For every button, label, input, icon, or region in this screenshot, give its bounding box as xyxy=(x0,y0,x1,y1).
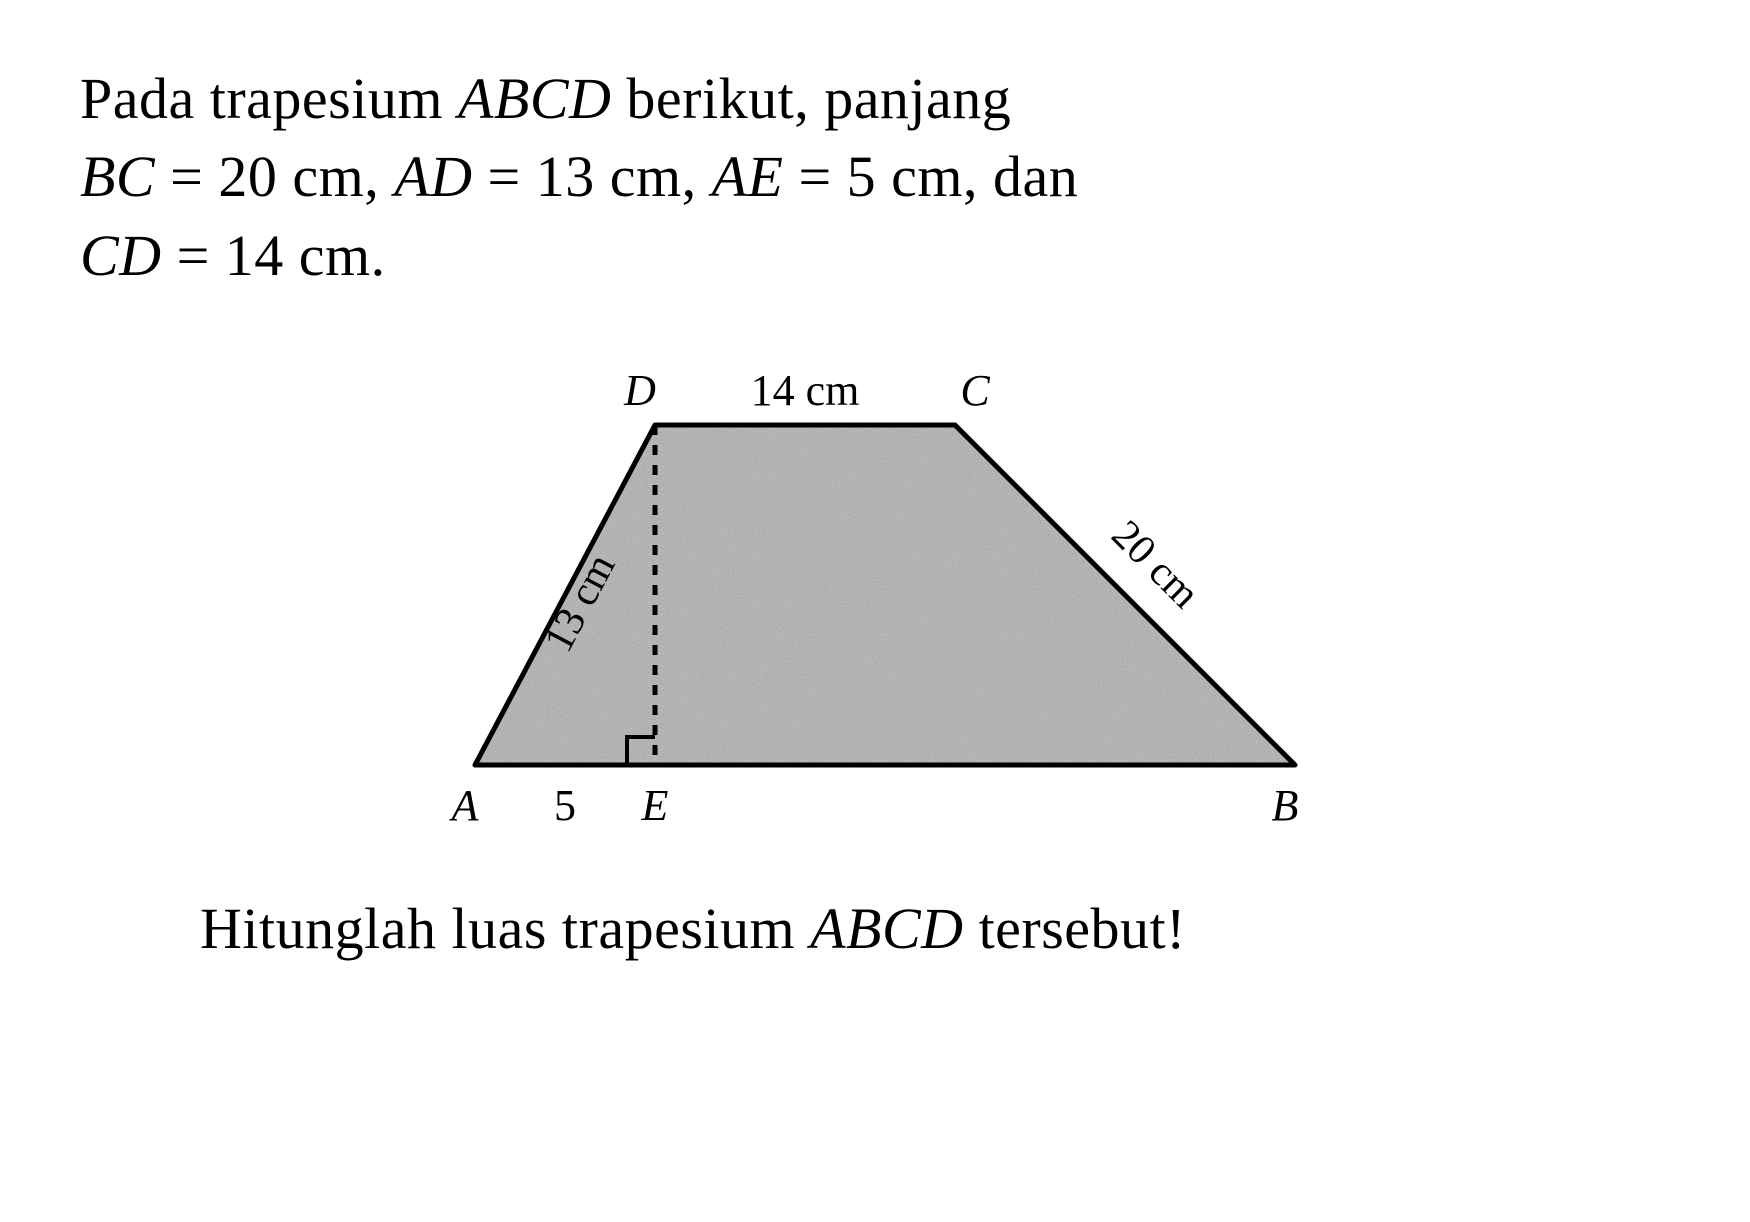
svg-text:14 cm: 14 cm xyxy=(751,366,860,415)
var-ae: AE xyxy=(712,144,784,209)
svg-text:E: E xyxy=(641,781,669,830)
svg-text:D: D xyxy=(623,366,656,415)
svg-text:C: C xyxy=(960,366,990,415)
text: Pada trapesium xyxy=(80,66,458,131)
svg-text:5: 5 xyxy=(554,781,576,830)
var-bc: BC xyxy=(80,144,155,209)
svg-text:B: B xyxy=(1272,781,1299,830)
text: = 14 cm. xyxy=(162,223,386,288)
question-statement: Hitunglah luas trapesium ABCD tersebut! xyxy=(80,895,1670,962)
problem-statement: Pada trapesium ABCD berikut, panjang BC … xyxy=(80,60,1670,295)
text: = 5 cm, dan xyxy=(783,144,1078,209)
trapezoid-diagram: ABCDE14 cm513 cm20 cm xyxy=(375,325,1375,865)
text: berikut, panjang xyxy=(611,66,1011,131)
svg-text:A: A xyxy=(449,781,480,830)
text: = 20 cm, xyxy=(155,144,394,209)
figure-container: ABCDE14 cm513 cm20 cm xyxy=(80,325,1670,865)
var-cd: CD xyxy=(80,223,162,288)
text: Hitunglah luas trapesium xyxy=(200,896,810,961)
text: tersebut! xyxy=(964,896,1186,961)
text: = 13 cm, xyxy=(473,144,712,209)
var-abcd-q: ABCD xyxy=(810,896,963,961)
var-abcd: ABCD xyxy=(458,66,611,131)
var-ad: AD xyxy=(394,144,472,209)
